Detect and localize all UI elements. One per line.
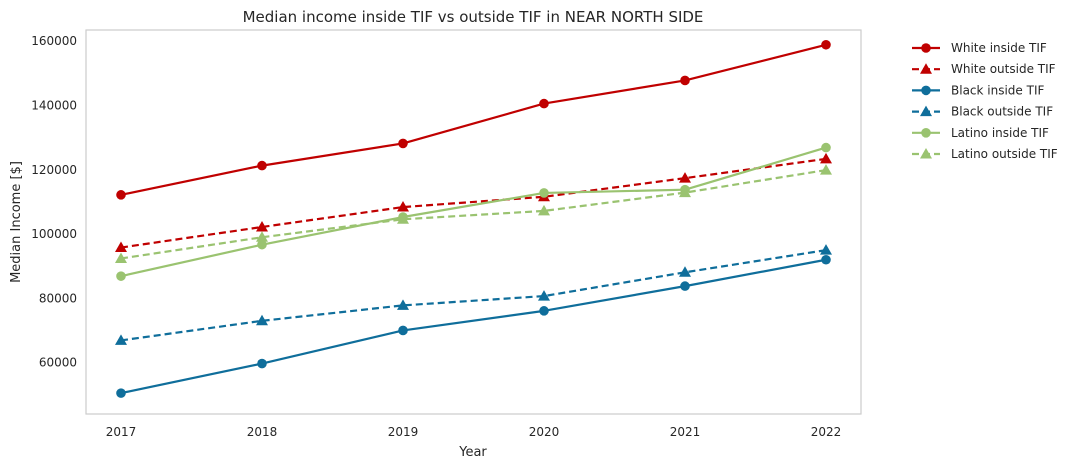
- data-point: [398, 138, 408, 149]
- x-tick-label: 2020: [529, 425, 560, 439]
- data-point: [115, 241, 127, 253]
- legend-item: Black outside TIF: [912, 105, 1053, 119]
- plot-frame: [85, 29, 862, 415]
- data-point: [538, 204, 550, 216]
- x-tick-label: 2021: [670, 425, 701, 439]
- data-point: [680, 281, 690, 291]
- y-axis-label: Median Income [$]: [9, 161, 24, 283]
- series-line: [120, 258, 827, 395]
- data-point: [398, 325, 408, 336]
- series-line: [120, 146, 827, 278]
- data-point: [539, 306, 549, 316]
- y-tick-label: 60000: [39, 356, 77, 370]
- data-point: [397, 213, 409, 224]
- series-group: [115, 244, 832, 345]
- x-tick-label: 2019: [388, 425, 419, 439]
- series-group: [115, 152, 832, 253]
- data-point: [116, 388, 126, 398]
- series-group: [115, 164, 832, 263]
- legend-label: White outside TIF: [951, 62, 1056, 76]
- data-point: [115, 334, 127, 345]
- data-point: [679, 186, 691, 198]
- data-point: [538, 290, 550, 301]
- legend-marker: [921, 128, 931, 138]
- data-point: [257, 358, 267, 369]
- x-tick-label: 2018: [247, 425, 278, 439]
- legend-label: Black outside TIF: [951, 105, 1053, 119]
- series-group: [116, 39, 831, 200]
- data-point: [115, 252, 127, 263]
- y-tick-label: 140000: [31, 99, 77, 113]
- legend-marker: [920, 105, 932, 117]
- data-point: [679, 266, 691, 277]
- data-point: [680, 75, 690, 86]
- data-point: [116, 190, 126, 200]
- y-tick-label: 80000: [39, 291, 77, 305]
- series-line: [120, 43, 827, 196]
- data-point: [679, 172, 691, 183]
- data-point: [821, 142, 831, 153]
- series-line: [120, 249, 827, 342]
- x-tick-label: 2017: [106, 425, 137, 439]
- data-point: [256, 220, 268, 232]
- x-axis-label: Year: [458, 445, 487, 460]
- legend-label: White inside TIF: [951, 41, 1047, 55]
- data-point: [821, 254, 831, 265]
- y-tick-label: 160000: [31, 34, 77, 48]
- chart-title: Median income inside TIF vs outside TIF …: [243, 8, 704, 26]
- data-point: [539, 188, 549, 198]
- legend-label: Latino outside TIF: [951, 147, 1058, 161]
- data-point: [820, 152, 832, 164]
- legend-marker: [920, 148, 932, 159]
- series-group: [116, 142, 831, 281]
- data-point: [821, 39, 831, 50]
- legend-marker: [921, 85, 931, 96]
- data-point: [257, 160, 267, 171]
- x-tick-label: 2022: [811, 425, 842, 439]
- legend-label: Black inside TIF: [951, 83, 1044, 97]
- data-point: [257, 239, 267, 250]
- data-point: [397, 201, 409, 212]
- y-tick-label: 120000: [31, 163, 77, 177]
- series-line: [120, 157, 827, 249]
- legend-item: White inside TIF: [912, 41, 1047, 55]
- series-group: [116, 254, 831, 398]
- data-point: [820, 244, 832, 255]
- legend-label: Latino inside TIF: [951, 126, 1049, 140]
- data-point: [397, 299, 409, 310]
- legend-marker: [921, 43, 931, 53]
- data-point: [820, 164, 832, 175]
- legend-marker: [920, 63, 932, 74]
- series-line: [120, 169, 827, 260]
- legend-item: Latino inside TIF: [912, 126, 1049, 140]
- legend-item: Black inside TIF: [912, 83, 1044, 97]
- data-point: [256, 231, 268, 242]
- data-point: [256, 314, 268, 326]
- legend-item: Latino outside TIF: [912, 147, 1058, 161]
- legend-item: White outside TIF: [912, 62, 1056, 76]
- y-tick-label: 100000: [31, 227, 77, 241]
- data-point: [539, 98, 549, 109]
- data-point: [116, 271, 126, 281]
